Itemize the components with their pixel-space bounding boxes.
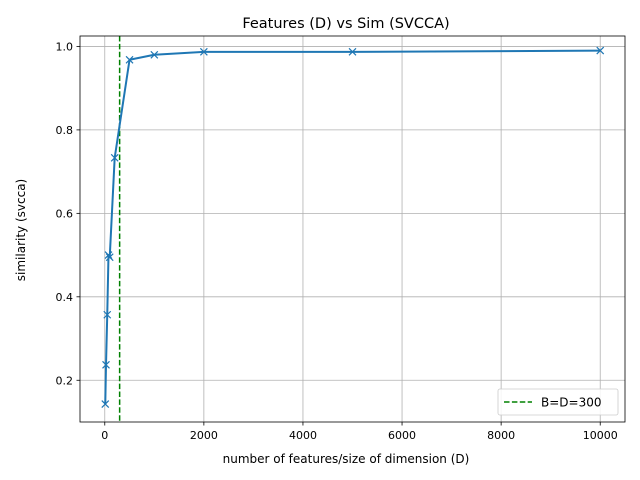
x-tick-label: 0 <box>101 429 108 442</box>
x-axis-ticks: 0 2000 4000 6000 8000 10000 <box>101 422 618 442</box>
grid <box>80 36 625 422</box>
legend-box <box>497 388 619 416</box>
y-axis-ticks: 0.2 0.4 0.6 0.8 1.0 <box>56 40 80 387</box>
y-tick-label: 0.4 <box>56 291 74 304</box>
x-tick-label: 8000 <box>487 429 515 442</box>
series-layer <box>101 46 605 408</box>
y-axis-label: similarity (svcca) <box>14 179 28 281</box>
x-tick-label: 2000 <box>190 429 218 442</box>
series-line <box>104 49 601 405</box>
x-axis-label: number of features/size of dimension (D) <box>223 452 470 466</box>
legend: B=D=300 <box>497 388 619 416</box>
x-tick-label: 4000 <box>289 429 317 442</box>
data-point <box>105 253 114 262</box>
chart-title: Features (D) vs Sim (SVCCA) <box>242 16 449 32</box>
y-tick-label: 1.0 <box>56 40 74 53</box>
x-tick-label: 6000 <box>388 429 416 442</box>
x-tick-label: 10000 <box>583 429 618 442</box>
data-point <box>103 310 112 319</box>
data-point <box>199 47 208 56</box>
plot-frame <box>79 35 626 423</box>
data-point <box>102 360 110 369</box>
y-tick-label: 0.6 <box>56 207 74 220</box>
data-point <box>101 400 110 408</box>
data-point <box>125 55 134 64</box>
legend-label: B=D=300 <box>541 396 602 410</box>
y-tick-label: 0.8 <box>56 124 74 137</box>
y-tick-label: 0.2 <box>56 374 74 387</box>
data-point <box>348 47 357 56</box>
data-point <box>110 153 119 162</box>
data-point <box>596 46 605 55</box>
data-point <box>150 50 159 59</box>
